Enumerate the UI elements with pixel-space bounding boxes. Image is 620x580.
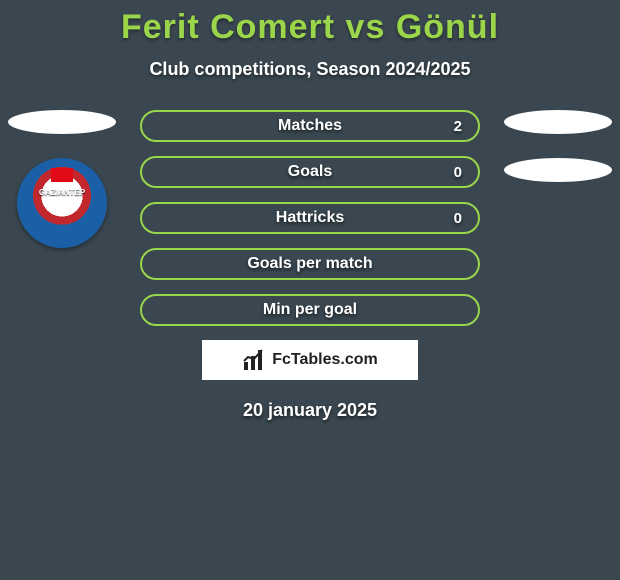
stat-row: Goals 0 bbox=[140, 156, 480, 188]
stat-row: Matches 2 bbox=[140, 110, 480, 142]
stat-label: Min per goal bbox=[263, 301, 357, 319]
left-player-club-badge: GAZIANTEP bbox=[17, 158, 107, 248]
right-player-club-placeholder bbox=[504, 158, 612, 182]
flag-icon bbox=[51, 168, 73, 182]
stat-label: Hattricks bbox=[276, 209, 344, 227]
page-title: Ferit Comert vs Gönül bbox=[0, 0, 620, 47]
comparison-panel: GAZIANTEP Matches 2 Goals 0 Hattricks 0 … bbox=[0, 110, 620, 421]
left-player-avatar-placeholder bbox=[8, 110, 116, 134]
stat-label: Goals per match bbox=[247, 255, 372, 273]
stat-label: Matches bbox=[278, 117, 342, 135]
stat-label: Goals bbox=[288, 163, 332, 181]
club-badge-text: GAZIANTEP bbox=[17, 188, 107, 197]
right-player-avatar-placeholder bbox=[504, 110, 612, 134]
stat-right-value: 0 bbox=[454, 164, 462, 181]
stat-right-value: 2 bbox=[454, 118, 462, 135]
right-player-column bbox=[504, 110, 612, 206]
brand-text: FcTables.com bbox=[272, 351, 378, 369]
stat-right-value: 0 bbox=[454, 210, 462, 227]
left-player-column: GAZIANTEP bbox=[8, 110, 116, 248]
date-text: 20 january 2025 bbox=[0, 400, 620, 421]
stat-row: Goals per match bbox=[140, 248, 480, 280]
subtitle: Club competitions, Season 2024/2025 bbox=[0, 59, 620, 80]
stat-row: Min per goal bbox=[140, 294, 480, 326]
stats-rows: Matches 2 Goals 0 Hattricks 0 Goals per … bbox=[140, 110, 480, 326]
brand-box: FcTables.com bbox=[202, 340, 418, 380]
stat-row: Hattricks 0 bbox=[140, 202, 480, 234]
bar-chart-icon bbox=[242, 348, 266, 372]
